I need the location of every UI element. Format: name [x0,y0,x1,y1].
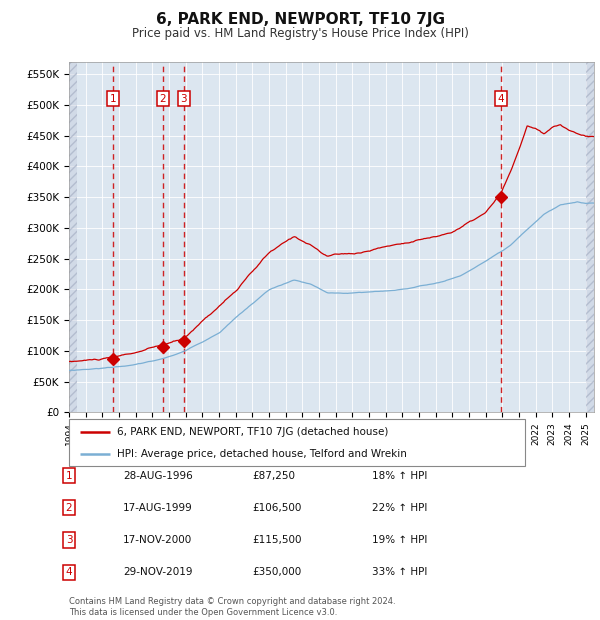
Text: 22% ↑ HPI: 22% ↑ HPI [372,503,427,513]
Text: £350,000: £350,000 [252,567,301,577]
Text: 4: 4 [65,567,73,577]
Text: £87,250: £87,250 [252,471,295,480]
Text: 6, PARK END, NEWPORT, TF10 7JG: 6, PARK END, NEWPORT, TF10 7JG [155,12,445,27]
Text: Contains HM Land Registry data © Crown copyright and database right 2024.
This d: Contains HM Land Registry data © Crown c… [69,598,395,617]
Text: 33% ↑ HPI: 33% ↑ HPI [372,567,427,577]
Text: 6, PARK END, NEWPORT, TF10 7JG (detached house): 6, PARK END, NEWPORT, TF10 7JG (detached… [117,427,388,437]
FancyBboxPatch shape [69,419,525,466]
Text: 28-AUG-1996: 28-AUG-1996 [123,471,193,480]
Text: 17-NOV-2000: 17-NOV-2000 [123,535,192,545]
Text: 4: 4 [497,94,504,104]
Text: 29-NOV-2019: 29-NOV-2019 [123,567,193,577]
Text: 1: 1 [65,471,73,480]
Text: Price paid vs. HM Land Registry's House Price Index (HPI): Price paid vs. HM Land Registry's House … [131,27,469,40]
Text: £115,500: £115,500 [252,535,302,545]
Text: £106,500: £106,500 [252,503,301,513]
Bar [69,62,77,412]
Text: 3: 3 [65,535,73,545]
Text: 3: 3 [181,94,187,104]
Bar [69,62,77,412]
Text: 2: 2 [65,503,73,513]
Text: 2: 2 [160,94,166,104]
Text: 1: 1 [110,94,116,104]
Text: 19% ↑ HPI: 19% ↑ HPI [372,535,427,545]
Text: 17-AUG-1999: 17-AUG-1999 [123,503,193,513]
Bar [586,62,594,412]
Bar [586,62,594,412]
Text: 18% ↑ HPI: 18% ↑ HPI [372,471,427,480]
Text: HPI: Average price, detached house, Telford and Wrekin: HPI: Average price, detached house, Telf… [117,448,407,459]
